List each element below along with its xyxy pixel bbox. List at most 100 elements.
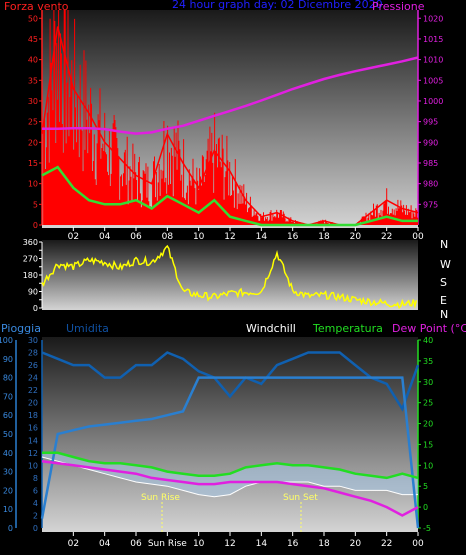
x-tick-top-00: 00 [412, 232, 424, 242]
direction-label-w: W [440, 258, 451, 271]
rain-axis-tick-90: 90 [3, 355, 13, 364]
pressure-axis-tick-1010: 1010 [423, 56, 443, 65]
rain-series [40, 376, 420, 529]
humidity-axis-tick-20: 20 [28, 399, 38, 408]
wind-axis-tick-0: 0 [33, 221, 38, 230]
x-tick-bottom-04: 04 [99, 539, 111, 549]
wind-axis-tick-50: 50 [28, 14, 38, 23]
sun-rise-label: Sun Rise [141, 493, 180, 503]
pressure-title: Pressione [372, 0, 425, 13]
humidity-series [41, 351, 420, 412]
rain-axis-tick-80: 80 [3, 374, 13, 383]
rain-axis-tick-0: 0 [8, 524, 13, 533]
temperature-axis-tick--5: -5 [423, 524, 431, 533]
pressure-axis-tick-1020: 1020 [423, 14, 443, 23]
temperature-axis-tick-10: 10 [423, 461, 433, 470]
wind-axis-tick-20: 20 [28, 138, 38, 147]
x-tick-bottom-22: 22 [381, 539, 392, 549]
rain-axis-tick-60: 60 [3, 411, 13, 420]
humidity-axis-tick-12: 12 [28, 449, 38, 458]
x-tick-bottom-20: 20 [350, 539, 362, 549]
rain-axis-tick-30: 30 [3, 468, 13, 477]
wind-axis-tick-30: 30 [28, 97, 38, 106]
direction-axis-tick-180: 180 [23, 271, 38, 280]
x-tick-bottom-06: 06 [130, 539, 142, 549]
direction-panel [42, 240, 418, 310]
pressure-axis-tick-995: 995 [423, 118, 438, 127]
rain-axis-tick-40: 40 [3, 449, 13, 458]
pressure-axis-tick-1000: 1000 [423, 97, 443, 106]
pressure-axis-tick-980: 980 [423, 180, 438, 189]
humidity-axis-tick-14: 14 [28, 436, 38, 445]
pressure-axis-tick-990: 990 [423, 138, 438, 147]
humidity-axis-tick-2: 2 [33, 511, 38, 520]
temperature-panel [42, 337, 418, 532]
x-tick-bottom-16: 16 [287, 539, 299, 549]
x-tick-top-08: 08 [162, 232, 174, 242]
temperature-axis-tick-25: 25 [423, 399, 433, 408]
humidity-axis-tick-22: 22 [28, 386, 38, 395]
wind-axis-tick-45: 45 [28, 35, 38, 44]
humidity-title: Umidita [66, 322, 109, 335]
temperature-axis-tick-5: 5 [423, 482, 428, 491]
x-tick-bottom-18: 18 [318, 539, 330, 549]
humidity-axis-tick-0: 0 [33, 524, 38, 533]
dewpoint-series [41, 459, 419, 517]
x-tick-bottom-08: Sun Rise [148, 539, 187, 549]
temperature-axis-tick-0: 0 [423, 503, 428, 512]
x-tick-top-16: 16 [287, 232, 299, 242]
rain-axis-tick-100: 100 [0, 336, 13, 345]
dewpoint-title: Dew Point (°C) [392, 322, 466, 335]
x-tick-top-12: 12 [224, 232, 235, 242]
humidity-axis-tick-24: 24 [28, 374, 38, 383]
humidity-axis-tick-30: 30 [28, 336, 38, 345]
temperature-axis-tick-30: 30 [423, 378, 433, 387]
x-tick-bottom-00: 00 [412, 539, 424, 549]
wind-axis-tick-15: 15 [28, 159, 38, 168]
humidity-axis-tick-4: 4 [33, 499, 38, 508]
rain-axis-tick-50: 50 [3, 430, 13, 439]
x-tick-top-10: 10 [193, 232, 205, 242]
direction-label-e: E [440, 294, 447, 307]
direction-axis-tick-90: 90 [28, 288, 38, 297]
temperature-axis-tick-15: 15 [423, 440, 433, 449]
direction-label-s: S [440, 276, 447, 289]
x-tick-bottom-02: 02 [68, 539, 79, 549]
wind-axis-tick-35: 35 [28, 76, 38, 85]
rain-axis-tick-70: 70 [3, 392, 13, 401]
wind-axis-tick-10: 10 [28, 180, 38, 189]
pressure-axis-tick-985: 985 [423, 159, 438, 168]
rain-title: Pioggia [1, 322, 41, 335]
x-tick-top-14: 14 [256, 232, 268, 242]
wind-speed-title: Forza vento [4, 0, 69, 13]
temperature-axis-tick-20: 20 [423, 420, 433, 429]
windchill-series [41, 456, 418, 498]
pressure-axis-tick-1015: 1015 [423, 35, 443, 44]
x-tick-top-02: 02 [68, 232, 79, 242]
temperature-series [42, 451, 419, 480]
direction-axis-tick-360: 360 [23, 238, 38, 247]
humidity-axis-tick-6: 6 [33, 486, 38, 495]
x-tick-bottom-10: 10 [193, 539, 205, 549]
pressure-axis-tick-975: 975 [423, 200, 438, 209]
direction-axis-tick-0: 0 [33, 304, 38, 313]
x-tick-top-20: 20 [350, 232, 362, 242]
wind-axis-tick-40: 40 [28, 56, 38, 65]
pressure-axis-tick-1005: 1005 [423, 76, 443, 85]
x-tick-top-06: 06 [130, 232, 142, 242]
graph-date-title: 24 hour graph day: 02 Dicembre 2020 [172, 0, 383, 11]
rain-axis-tick-20: 20 [3, 486, 13, 495]
pressure-series [42, 56, 419, 135]
humidity-axis-tick-8: 8 [33, 474, 38, 483]
direction-axis-tick-270: 270 [23, 255, 38, 264]
x-tick-top-04: 04 [99, 232, 111, 242]
x-tick-top-22: 22 [381, 232, 392, 242]
temperature-axis-tick-35: 35 [423, 357, 433, 366]
wind-average-series [41, 165, 418, 227]
wind-axis-tick-5: 5 [33, 200, 38, 209]
temperature-axis-tick-40: 40 [423, 336, 433, 345]
x-tick-bottom-12: 12 [224, 539, 235, 549]
x-tick-top-18: 18 [318, 232, 330, 242]
direction-label-n1: N [440, 238, 448, 251]
